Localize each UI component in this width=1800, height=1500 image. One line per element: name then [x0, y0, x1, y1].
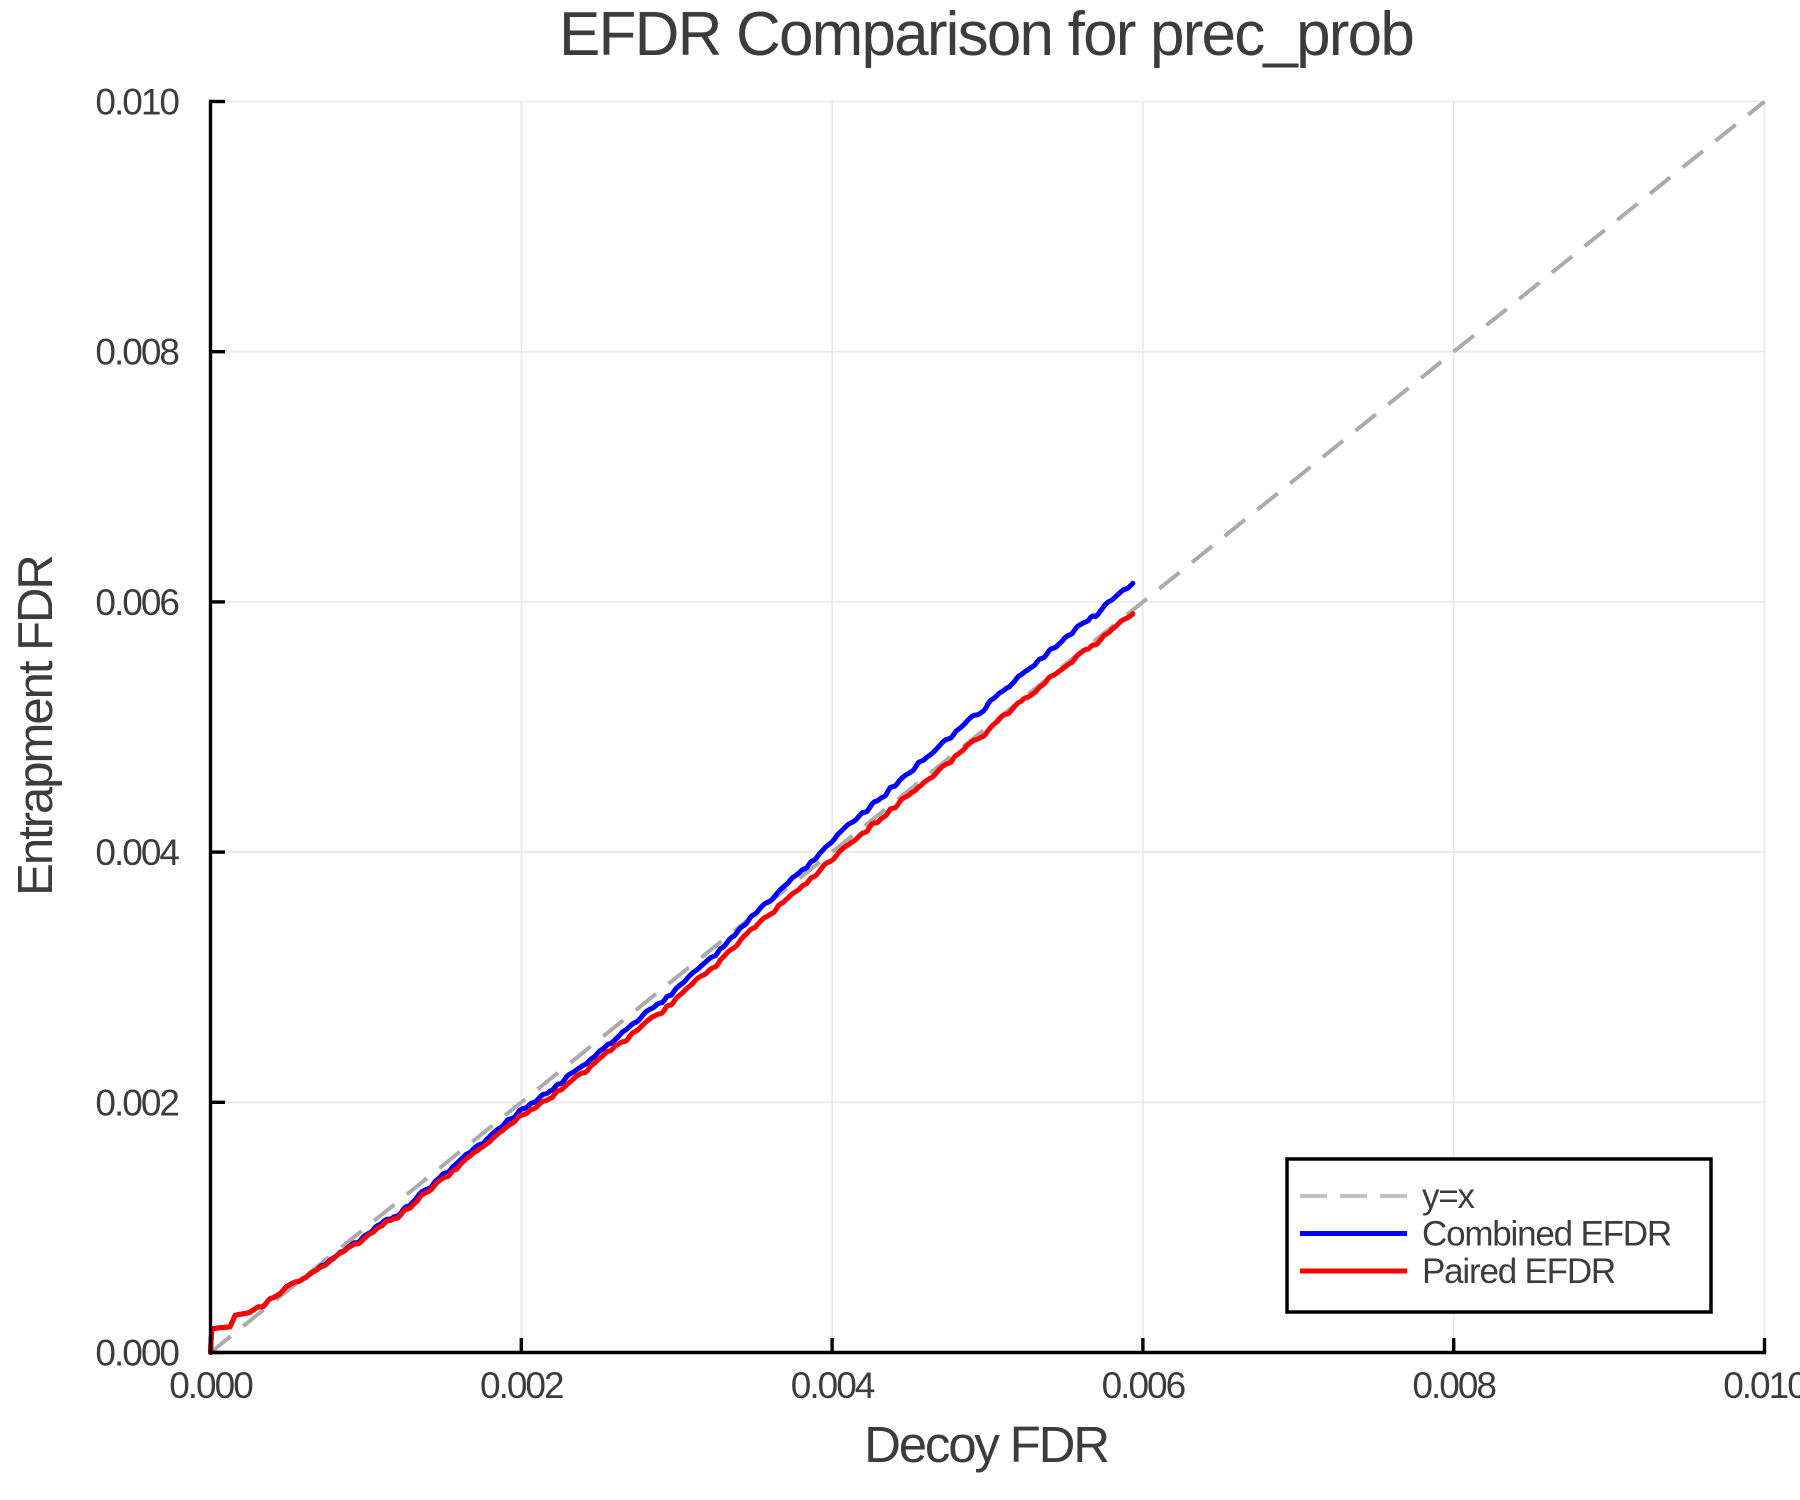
svg-text:0.004: 0.004	[791, 1365, 875, 1406]
svg-text:EFDR Comparison for prec_prob: EFDR Comparison for prec_prob	[559, 0, 1413, 69]
svg-text:0.004: 0.004	[95, 832, 179, 873]
svg-text:Paired EFDR: Paired EFDR	[1422, 1252, 1615, 1291]
svg-text:0.002: 0.002	[95, 1082, 178, 1123]
svg-text:0.000: 0.000	[95, 1333, 179, 1374]
svg-text:0.008: 0.008	[1412, 1365, 1495, 1406]
svg-text:0.008: 0.008	[95, 332, 178, 373]
svg-text:0.010: 0.010	[1723, 1365, 1800, 1406]
svg-text:0.002: 0.002	[480, 1365, 563, 1406]
svg-text:y=x: y=x	[1422, 1177, 1476, 1216]
svg-text:Combined EFDR: Combined EFDR	[1422, 1215, 1671, 1254]
svg-text:0.000: 0.000	[169, 1365, 253, 1406]
svg-text:0.010: 0.010	[95, 82, 179, 123]
svg-text:Decoy FDR: Decoy FDR	[864, 1416, 1108, 1473]
svg-text:Entrapment FDR: Entrapment FDR	[9, 556, 63, 896]
svg-text:0.006: 0.006	[1102, 1365, 1185, 1406]
svg-text:0.006: 0.006	[95, 582, 178, 623]
